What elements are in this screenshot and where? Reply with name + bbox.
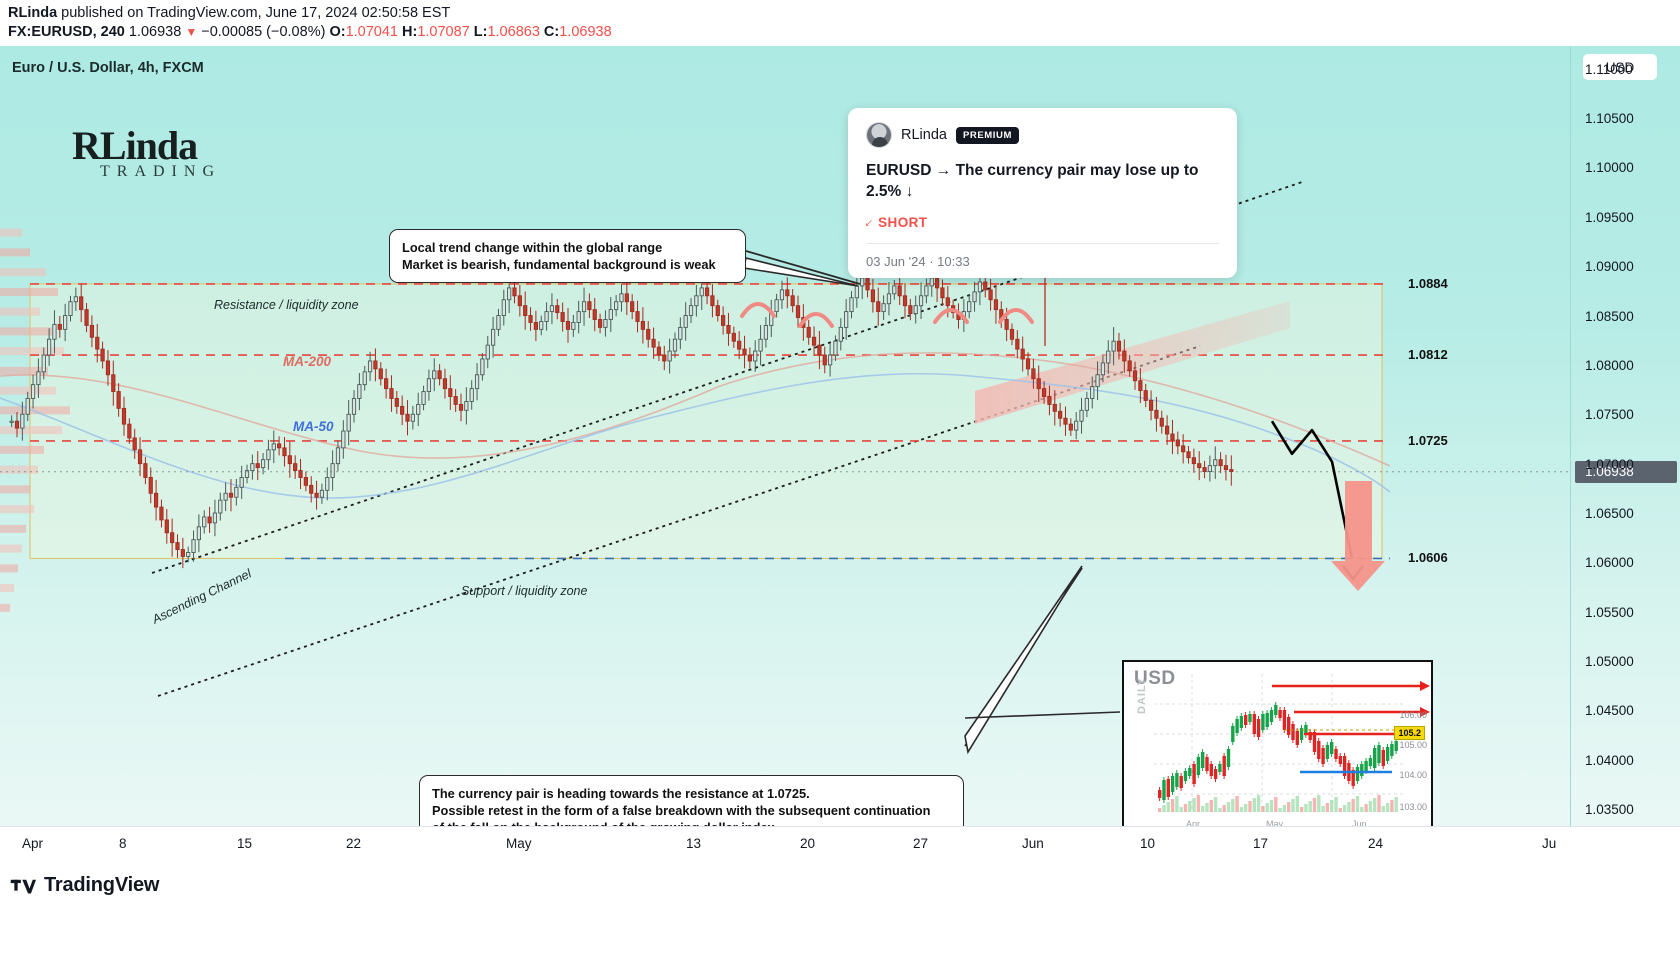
chart-symbol-title: Euro / U.S. Dollar, 4h, FXCM (12, 60, 204, 76)
low-value: 1.06863 (487, 24, 540, 40)
idea-card[interactable]: RLinda PREMIUM EURUSD → The currency pai… (848, 108, 1237, 278)
annotation-callout-bottom: The currency pair is heading towards the… (419, 775, 964, 826)
rlinda-logo: RLinda TRADING (72, 122, 232, 194)
idea-direction: ↓SHORT (862, 215, 1219, 231)
resistance-zone-label: Resistance / liquidity zone (214, 298, 359, 312)
time-tick-7: 27 (913, 836, 929, 851)
price-tick-12: 1.05000 (1585, 654, 1634, 670)
idea-card-header: RLinda PREMIUM (866, 122, 1219, 148)
currency-pill[interactable]: USD (1583, 54, 1657, 80)
price-tick-10: 1.06000 (1585, 555, 1634, 571)
price-tick-9: 1.06500 (1585, 505, 1634, 521)
annotation-callout-top: Local trend change within the global ran… (389, 229, 746, 283)
callout-bottom-line-1: The currency pair is heading towards the… (432, 786, 810, 801)
usd-inset-title: USD (1134, 668, 1176, 689)
time-tick-3: 22 (346, 836, 362, 851)
support-zone-label: Support / liquidity zone (461, 584, 588, 598)
price-tick-1: 1.10500 (1585, 111, 1634, 127)
usd-inset-price-tag: 105.2 (1394, 726, 1425, 740)
price-tick-14: 1.04000 (1585, 752, 1634, 768)
chart-graphics (0, 180, 1570, 755)
premium-badge: PREMIUM (955, 126, 1020, 144)
callout-bottom-line-2: Possible retest in the form of a false b… (432, 803, 931, 818)
price-tick-13: 1.04500 (1585, 703, 1634, 719)
time-tick-6: 20 (800, 836, 816, 851)
last-price: 1.06938 (128, 24, 182, 40)
symbol-label: FX:EURUSD, 240 (8, 24, 125, 40)
ma50-label: MA-50 (293, 419, 334, 434)
price-tick-4: 1.09000 (1585, 259, 1634, 275)
time-axis[interactable]: Apr 8 15 22 May 13 20 27 Jun 10 17 24 Ju (0, 826, 1680, 862)
usd-axis-label-4: 103.00 (1399, 802, 1427, 812)
time-tick-5: 13 (686, 836, 702, 851)
avatar[interactable] (866, 122, 892, 148)
callout-bottom-line-3: of the fall on the background of the gro… (432, 819, 951, 826)
time-tick-10: 17 (1253, 836, 1269, 851)
price-tick-8: 1.07000 (1585, 456, 1634, 472)
time-tick-12: Ju (1542, 836, 1557, 851)
close-label: C: (543, 24, 560, 40)
usd-time-label-1: Apr (1186, 819, 1201, 826)
usd-axis-label-1: 106.00 (1399, 710, 1427, 720)
usd-time-label-3: Jun (1352, 819, 1367, 826)
change-percent: (−0.08%) (266, 24, 326, 40)
time-tick-4: May (506, 836, 532, 851)
usd-axis-label-2: 105.00 (1399, 740, 1427, 750)
level-label-4: 1.0606 (1408, 550, 1448, 566)
high-value: 1.07087 (417, 24, 470, 40)
callout-top-line-1: Local trend change within the global ran… (402, 240, 663, 255)
tradingview-brand: TradingView (44, 874, 160, 896)
usd-index-inset-chart[interactable]: USD DAILY 105.2 106.00 105.00 104.00 103… (1122, 660, 1433, 826)
idea-direction-label: SHORT (878, 215, 928, 230)
price-tick-2: 1.10000 (1585, 160, 1634, 176)
current-price-badge: 1.06938 (1575, 460, 1677, 483)
high-label: H: (402, 24, 418, 40)
price-tick-0: 1.11000 (1585, 61, 1633, 77)
author-name: RLinda (8, 5, 58, 21)
usd-inset-graphics (1154, 674, 1430, 812)
time-tick-2: 15 (237, 836, 253, 851)
low-label: L: (473, 24, 488, 40)
level-label-2: 1.0812 (1408, 347, 1448, 363)
tradingview-logo-icon (10, 879, 36, 894)
level-label-3: 1.0725 (1408, 432, 1448, 448)
level-label-1: 1.0884 (1408, 275, 1448, 291)
change-absolute: −0.00085 (201, 24, 263, 40)
usd-axis-label-3: 104.00 (1399, 770, 1427, 780)
quote-line: FX:EURUSD, 240 1.06938 ▼ −0.00085 (−0.08… (8, 23, 1680, 42)
usd-time-label-2: May (1266, 819, 1284, 826)
chart-header: RLinda published on TradingView.com, Jun… (0, 0, 1680, 46)
change-direction-icon: ▼ (185, 25, 198, 39)
callout-top-line-2: Market is bearish, fundamental backgroun… (402, 257, 716, 272)
open-value: 1.07041 (345, 24, 398, 40)
price-tick-7: 1.07500 (1585, 407, 1634, 423)
logo-primary-text: RLinda (72, 123, 198, 168)
time-tick-0: Apr (22, 836, 44, 851)
price-tick-6: 1.08000 (1585, 357, 1634, 373)
ma200-label: MA-200 (283, 354, 332, 369)
time-tick-9: 10 (1140, 836, 1156, 851)
close-value: 1.06938 (559, 24, 612, 40)
publish-text: published on TradingView.com, June 17, 2… (61, 5, 451, 21)
divider (866, 243, 1219, 244)
short-arrow-icon: ↓ (861, 214, 878, 231)
time-tick-8: Jun (1022, 836, 1044, 851)
price-tick-11: 1.05500 (1585, 604, 1634, 620)
price-tick-5: 1.08500 (1585, 308, 1634, 324)
time-tick-11: 24 (1368, 836, 1384, 851)
publish-line: RLinda published on TradingView.com, Jun… (8, 4, 1680, 23)
price-scale[interactable]: USD 1.06938 1.11000 1.10500 1.10000 1.09500… (1570, 46, 1680, 826)
footer: TradingView (0, 862, 1680, 970)
open-label: O: (329, 24, 346, 40)
price-tick-15: 1.03500 (1585, 802, 1634, 818)
time-tick-1: 8 (119, 836, 127, 851)
idea-timestamp: 03 Jun '24 · 10:33 (866, 254, 970, 269)
idea-title[interactable]: EURUSD → The currency pair may lose up t… (866, 162, 1199, 200)
idea-author-name[interactable]: RLinda (901, 127, 947, 143)
usd-inset-timeframe: DAILY (1136, 677, 1148, 714)
logo-secondary-text: TRADING (100, 163, 221, 180)
price-tick-3: 1.09500 (1585, 209, 1634, 225)
price-chart-canvas[interactable]: Euro / U.S. Dollar, 4h, FXCM RLinda TRAD… (0, 46, 1570, 826)
